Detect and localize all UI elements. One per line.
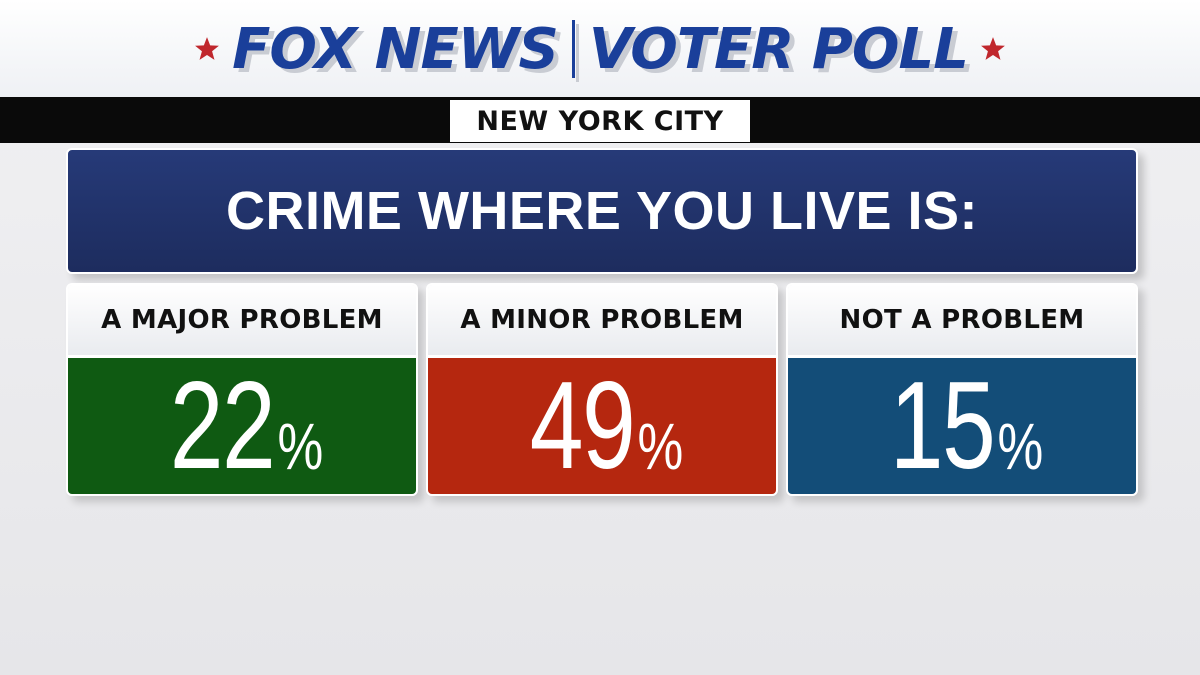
percent-sign: % [637,409,683,483]
category-label: A MINOR PROBLEM [460,305,744,335]
category-label: NOT A PROBLEM [839,305,1085,335]
voter-poll-title: VOTER POLL [588,16,969,82]
result-panel-minor: A MINOR PROBLEM 49 % [426,283,778,496]
value-box: 49 % [428,358,776,494]
logo-divider [571,20,575,78]
value-number: 49 [529,357,635,495]
category-label-box: A MINOR PROBLEM [428,285,776,358]
location-bar: NEW YORK CITY [0,97,1200,143]
value-box: 15 % [788,358,1136,494]
value-number: 22 [169,357,275,495]
result-panel-major: A MAJOR PROBLEM 22 % [66,283,418,496]
percent-sign: % [997,409,1043,483]
star-icon-right [980,37,1005,60]
location-label: NEW YORK CITY [450,100,750,142]
value-box: 22 % [68,358,416,494]
result-panel-not: NOT A PROBLEM 15 % [786,283,1138,496]
category-label-box: NOT A PROBLEM [788,285,1136,358]
brand-lockup: FOX NEWS VOTER POLL [0,14,1200,84]
value-number: 15 [889,357,995,495]
question-box: CRIME WHERE YOU LIVE IS: [66,148,1138,274]
header: FOX NEWS VOTER POLL [0,0,1200,100]
category-label: A MAJOR PROBLEM [101,305,383,335]
category-label-box: A MAJOR PROBLEM [68,285,416,358]
chart-title: CRIME WHERE YOU LIVE IS: [225,181,979,241]
percent-sign: % [277,409,323,483]
fox-news-logo: FOX NEWS [232,16,559,82]
star-icon-left [195,37,220,60]
